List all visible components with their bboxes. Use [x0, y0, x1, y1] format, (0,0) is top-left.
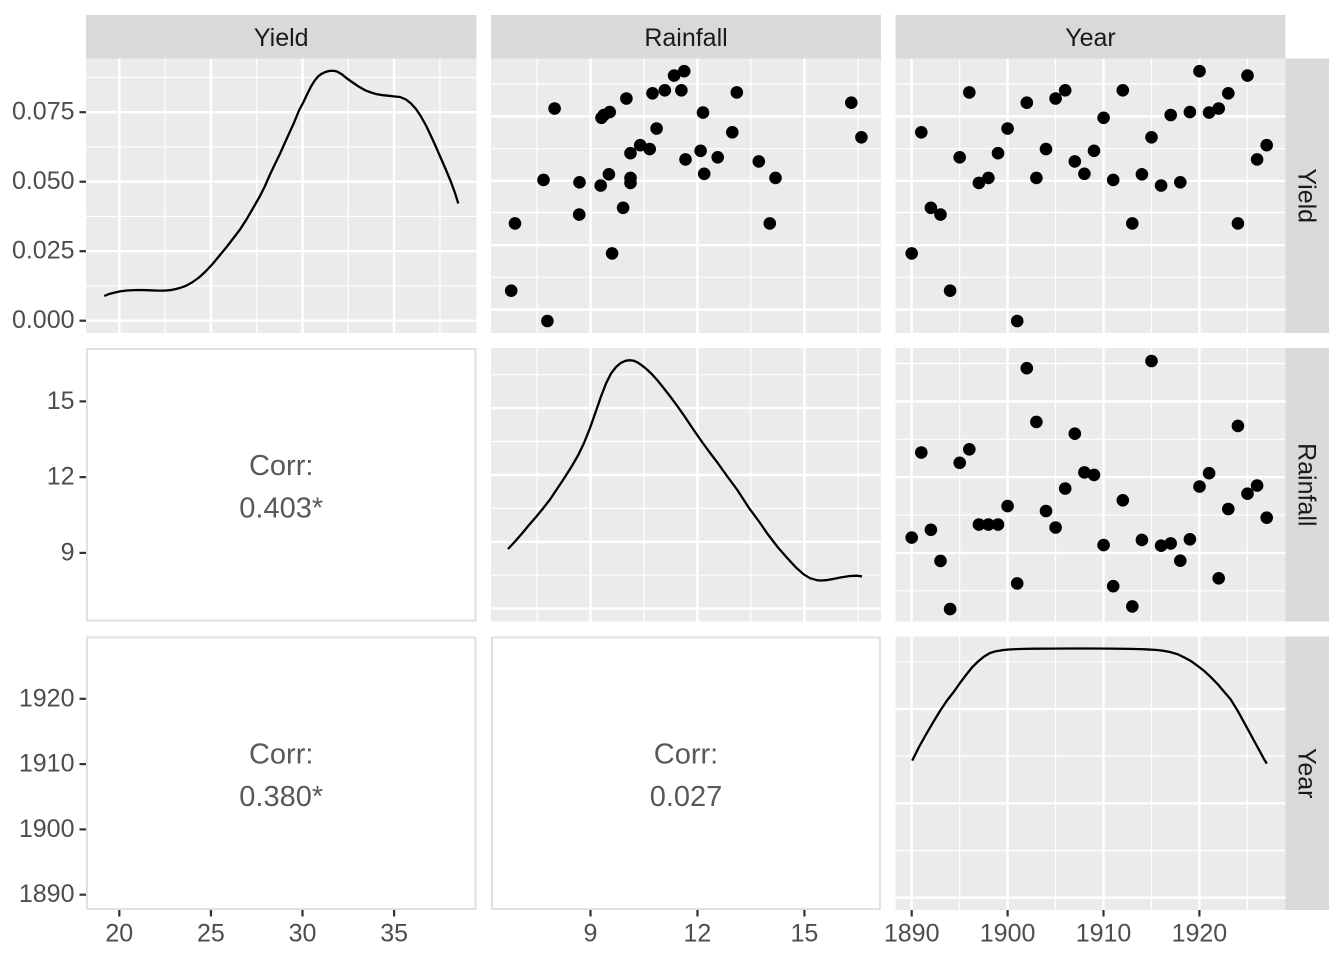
svg-text:9: 9 [584, 919, 598, 947]
svg-text:0.380*: 0.380* [239, 781, 323, 813]
svg-text:1900: 1900 [19, 815, 75, 843]
svg-text:0.050: 0.050 [12, 167, 75, 195]
svg-text:Yield: Yield [1292, 168, 1320, 223]
svg-text:1910: 1910 [19, 750, 75, 778]
svg-text:0.000: 0.000 [12, 306, 75, 334]
svg-text:9: 9 [61, 538, 75, 566]
svg-text:30: 30 [289, 919, 317, 947]
svg-text:1920: 1920 [1172, 919, 1228, 947]
svg-text:15: 15 [790, 919, 818, 947]
svg-text:12: 12 [47, 463, 75, 491]
svg-text:35: 35 [380, 919, 408, 947]
svg-text:Corr:: Corr: [654, 738, 718, 770]
svg-text:20: 20 [105, 919, 133, 947]
svg-text:12: 12 [684, 919, 712, 947]
svg-text:Rainfall: Rainfall [644, 24, 727, 52]
svg-text:Corr:: Corr: [249, 738, 313, 770]
svg-text:0.027: 0.027 [650, 781, 723, 813]
svg-text:Corr:: Corr: [249, 450, 313, 482]
svg-text:0.403*: 0.403* [239, 492, 323, 524]
svg-text:1900: 1900 [980, 919, 1036, 947]
svg-text:0.075: 0.075 [12, 98, 75, 126]
svg-text:25: 25 [197, 919, 225, 947]
svg-text:1910: 1910 [1076, 919, 1132, 947]
svg-text:1890: 1890 [19, 880, 75, 908]
svg-text:1890: 1890 [884, 919, 940, 947]
svg-text:Rainfall: Rainfall [1292, 443, 1320, 526]
svg-text:0.025: 0.025 [12, 237, 75, 265]
svg-text:Year: Year [1292, 748, 1320, 799]
svg-text:1920: 1920 [19, 684, 75, 712]
svg-text:15: 15 [47, 387, 75, 415]
svg-text:Yield: Yield [254, 24, 309, 52]
svg-text:Year: Year [1065, 24, 1116, 52]
